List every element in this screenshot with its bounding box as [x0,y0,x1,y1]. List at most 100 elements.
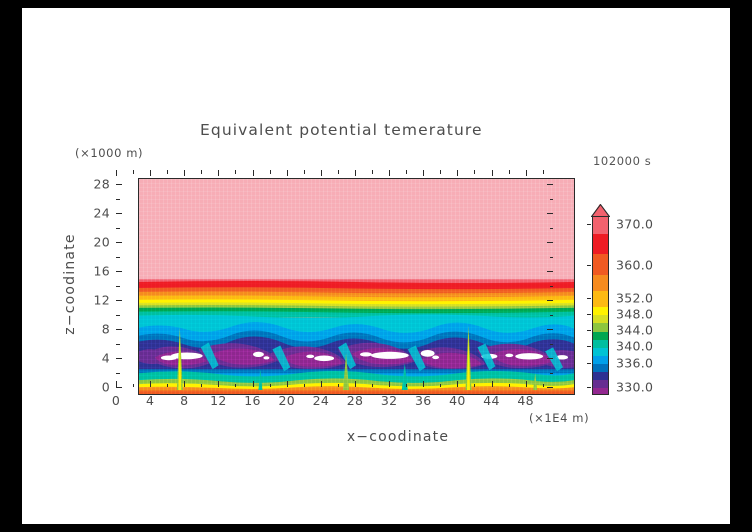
y-axis-tick [116,184,122,186]
colorbar-segment [593,363,608,373]
y-axis-tick [116,271,122,273]
x-axis-tick-label: 40 [449,393,466,408]
colorbar-tick-label: 330.0 [616,379,654,395]
x-axis-tick-label: 48 [517,393,534,408]
y-axis-minor-tick [116,343,120,345]
x-axis-tick-top [286,170,288,176]
y-axis-tick-label: 16 [93,263,110,279]
y-axis-tick-right [547,358,553,360]
x-axis-tick-top [423,170,425,176]
y-axis-tick-right [547,329,553,331]
x-axis-minor-tick [372,383,374,387]
y-axis-tick-label: 8 [101,321,110,337]
x-axis-minor-tick [337,383,339,387]
x-axis-tick-label: 16 [244,393,261,408]
y-axis-tick-label: 12 [93,292,110,308]
y-axis-minor-tick [116,285,120,287]
x-axis-title: x−coodinate [346,429,450,445]
y-axis-tick-label: 20 [93,234,110,250]
x-axis-tick-label: 28 [346,393,364,408]
y-axis-tick-right [547,213,553,215]
x-axis-minor-tick-top [406,170,408,174]
y-axis-minor-tick-right [549,285,553,287]
x-axis-tick [286,381,288,387]
x-axis-minor-tick [201,383,203,387]
colorbar-tick [587,297,591,299]
y-axis-minor-tick-right [549,227,553,229]
x-axis-minor-tick-top [201,170,203,174]
x-axis-tick-top [491,170,493,176]
x-axis-minor-tick-top [542,170,544,174]
x-axis-minor-tick-top [303,170,305,174]
x-axis-tick-label: 0 [111,393,121,408]
x-axis-minor-tick [542,383,544,387]
x-axis-tick-label: 20 [278,393,295,408]
x-axis-tick [116,381,117,387]
y-axis-tick-right [547,300,553,302]
colorbar-top-arrow [591,204,609,217]
colorbar-tick [587,264,591,266]
x-axis-tick-top [457,170,459,176]
colorbar-tick [587,362,591,364]
x-axis-tick [457,381,459,387]
x-axis-minor-tick-top [133,170,135,174]
x-axis-tick-top [389,170,391,176]
x-axis-tick-top [116,170,117,176]
colorbar-segment [593,217,608,234]
colorbar-tick-label: 360.0 [616,257,654,273]
y-axis-tick-right [547,387,553,388]
x-axis-tick [491,381,493,387]
x-axis-minor-tick [167,383,169,387]
y-axis-minor-tick-right [549,314,553,316]
colorbar-tick [587,387,591,388]
x-axis-tick [320,381,322,387]
colorbar-segment [593,379,608,389]
contour-field [139,179,574,394]
colorbar-tick [587,330,591,332]
x-axis-minor-tick [235,383,237,387]
x-axis-tick-top [150,170,152,176]
chart-title: Equivalent potential temerature [200,121,483,139]
x-axis-tick-top [320,170,322,176]
colorbar-tick [587,224,591,226]
y-axis-tick [116,213,122,215]
x-axis-tick [354,381,356,387]
x-axis-minor-tick [474,383,476,387]
y-axis-minor-tick-right [549,198,553,200]
y-axis-minor-tick [116,372,120,374]
x-axis-minor-tick [406,383,408,387]
x-axis-minor-tick-top [440,170,442,174]
colorbar [592,216,609,395]
x-axis-minor-tick-top [269,170,271,174]
y-axis-tick [116,358,122,360]
colorbar-segment [593,253,608,275]
y-axis-tick-right [547,184,553,186]
x-axis-tick-top [252,170,254,176]
y-axis-tick-right [547,271,553,273]
x-axis-tick [525,381,527,387]
colorbar-tick-label: 352.0 [616,290,654,305]
x-axis-minor-tick [269,383,271,387]
y-axis-tick [116,300,122,302]
colorbar-tick-label: 348.0 [616,306,654,322]
y-axis-unit-label: (×1000 m) [75,146,144,160]
x-axis-tick-top [525,170,527,176]
colorbar-segment [593,347,608,356]
y-axis-minor-tick [116,256,120,258]
x-axis-tick-label: 8 [180,393,189,408]
x-axis-minor-tick-top [474,170,476,174]
y-axis-title: z−coodinate [62,233,78,335]
x-axis-tick [218,381,220,387]
colorbar-segment [593,355,608,365]
x-axis-minor-tick [440,383,442,387]
y-axis-minor-tick [116,198,120,200]
x-axis-tick [252,381,254,387]
colorbar-tick-label: 336.0 [616,355,654,371]
x-axis-tick-label: 24 [312,393,330,408]
x-axis-minor-tick-top [167,170,169,174]
colorbar-tick-label: 344.0 [616,322,654,338]
colorbar-tick-label: 340.0 [616,338,654,354]
y-axis-tick [116,387,122,388]
colorbar-segment [593,233,608,255]
x-axis-minor-tick [303,383,305,387]
